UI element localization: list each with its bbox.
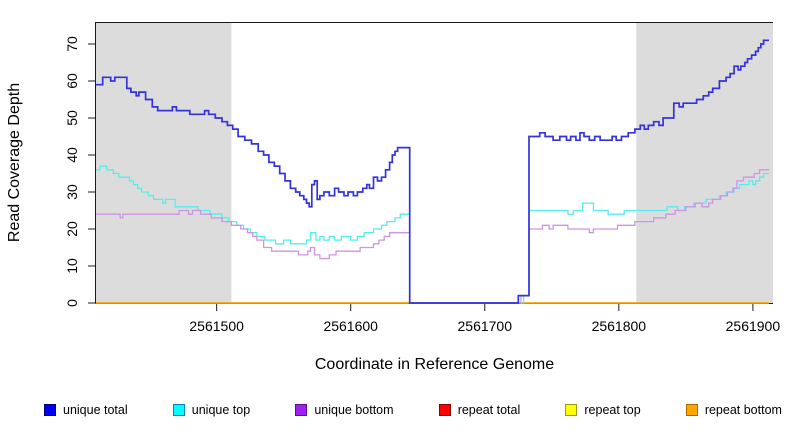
legend-label-unique-total: unique total	[63, 403, 128, 417]
series-unique-top	[96, 165, 769, 304]
legend-swatch-unique-top	[172, 404, 185, 416]
legend-item-unique-total: unique total	[44, 403, 128, 417]
legend-label-repeat-bottom: repeat bottom	[704, 403, 782, 417]
x-tick-label: 2561800	[592, 318, 647, 334]
y-tick-label: 70	[64, 36, 80, 52]
x-axis-title: Coordinate in Reference Genome	[314, 356, 555, 373]
y-tick-label: 60	[64, 73, 80, 89]
legend-label-unique-top: unique top	[191, 403, 251, 417]
legend-swatch-repeat-total	[438, 404, 451, 416]
legend-label-repeat-total: repeat total	[457, 403, 521, 417]
legend: unique total unique top unique bottom repea…	[44, 399, 782, 421]
y-axis-title: Read Coverage Depth	[6, 82, 23, 243]
legend-swatch-repeat-bottom	[685, 404, 698, 416]
y-tick-label: 0	[64, 299, 80, 307]
y-tick-label: 20	[64, 221, 80, 237]
series-unique-bottom	[96, 169, 769, 304]
x-tick-label: 2561500	[189, 318, 244, 334]
legend-item-repeat-top: repeat top	[565, 403, 641, 417]
x-tick-label: 2561900	[726, 318, 781, 334]
legend-item-repeat-bottom: repeat bottom	[685, 403, 782, 417]
legend-swatch-unique-total	[44, 404, 56, 416]
legend-swatch-repeat-top	[565, 404, 578, 416]
coverage-chart: 2561500 2561600 2561700 2561800 2561900 0 10 20…	[64, 22, 781, 334]
legend-label-unique-bottom: unique bottom	[314, 403, 394, 417]
legend-label-repeat-top: repeat top	[584, 403, 641, 417]
legend-item-unique-bottom: unique bottom	[295, 403, 394, 417]
legend-item-unique-top: unique top	[172, 403, 251, 417]
legend-item-repeat-total: repeat total	[438, 403, 521, 417]
shaded-region-right	[636, 22, 773, 303]
y-tick-label: 50	[64, 110, 80, 126]
x-tick-label: 2561700	[458, 318, 513, 334]
y-tick-label: 30	[64, 184, 80, 200]
shaded-region-left	[96, 22, 232, 303]
legend-swatch-unique-bottom	[295, 404, 308, 416]
series-unique-total	[96, 39, 769, 304]
y-tick-label: 10	[64, 258, 80, 274]
y-tick-label: 40	[64, 147, 80, 163]
x-tick-label: 2561600	[323, 318, 378, 334]
